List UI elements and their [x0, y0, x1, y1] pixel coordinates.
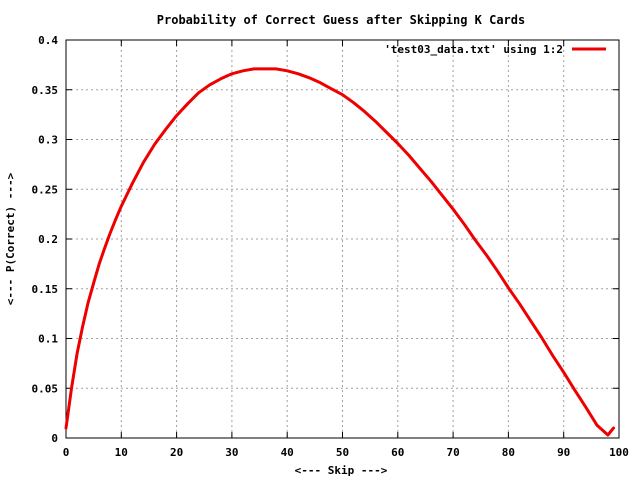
axis-ticks: 0 0.05 0.1 0.15 0.2 0.25 0.3 0.35 0.4 0 10 20 30 40 50… [32, 34, 629, 459]
x-tick-label: 20 [170, 446, 183, 459]
y-tick-label: 0.4 [38, 34, 58, 47]
x-tick-label: 90 [557, 446, 570, 459]
x-tick-label: 40 [281, 446, 294, 459]
y-tick-label: 0.3 [38, 134, 58, 147]
series-group [64, 67, 615, 437]
x-tick-label: 50 [336, 446, 349, 459]
x-tick-label: 80 [502, 446, 515, 459]
x-tick-label: 10 [115, 446, 128, 459]
y-tick-label: 0.25 [32, 183, 59, 196]
x-tick-label: 60 [391, 446, 404, 459]
y-tick-label: 0.1 [38, 333, 58, 346]
chart-title: Probability of Correct Guess after Skipp… [157, 13, 525, 27]
y-axis-label: <--- P(Correct) ---> [4, 172, 17, 305]
y-tick-label: 0 [51, 432, 58, 445]
y-tick-label: 0.15 [32, 283, 59, 296]
y-tick-label: 0.2 [38, 233, 58, 246]
y-tick-label: 0.05 [32, 382, 59, 395]
x-tick-label: 30 [225, 446, 238, 459]
grid-lines [66, 40, 619, 438]
x-tick-label: 100 [609, 446, 629, 459]
legend: 'test03_data.txt' using 1:2 [384, 43, 606, 56]
legend-label: 'test03_data.txt' using 1:2 [384, 43, 563, 56]
x-tick-label: 0 [63, 446, 70, 459]
x-axis-label: <--- Skip ---> [295, 464, 388, 477]
plot-border [65, 39, 620, 439]
y-tick-label: 0.35 [32, 84, 59, 97]
x-tick-label: 70 [446, 446, 459, 459]
series-line [64, 67, 615, 437]
